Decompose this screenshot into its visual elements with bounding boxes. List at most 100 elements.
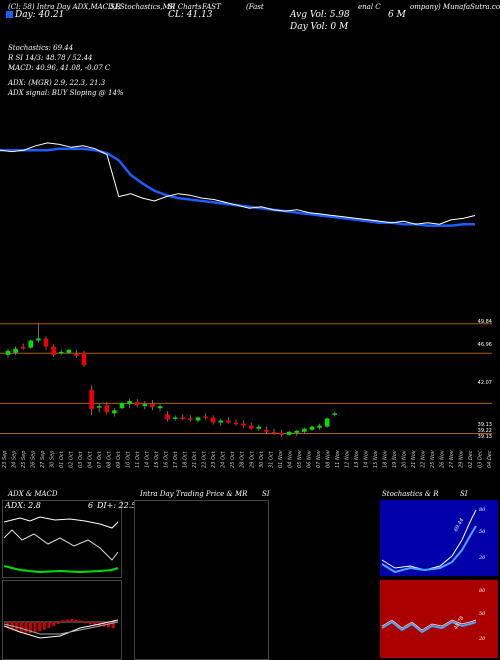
header-right2: enal C [358,3,381,11]
candle-body [286,431,292,435]
rsi-signal-line [381,619,477,631]
date-label: 30 Oct [259,450,265,468]
macd-histogram-bar [61,620,65,622]
date-label: 15 Nov [373,449,379,468]
date-label: 29 Nov [459,449,465,468]
adx-panel-value: ADX: 2.8 [5,501,41,510]
adx-di-plus-line [3,516,119,529]
date-label: 04 Dec [487,450,493,468]
candle-body [28,340,34,348]
macd-readout: MACD: 40.96, 41.08, -0.07 C [8,64,111,72]
date-label: 17 Oct [173,450,179,468]
date-label: 14 Nov [363,449,369,468]
candle-body [256,426,262,429]
day-vol: Day Vol: 0 M [290,22,349,32]
stoch-readout: Stochastics: 69.44 [8,44,74,52]
date-label: 25 Oct [230,450,236,468]
candle-body [233,422,239,425]
macd-histogram-bar [19,622,23,633]
price-tick-6: 39.13 [477,434,492,440]
adx-panel-title: ADX & MACD [8,490,58,498]
candle-body [188,418,193,420]
candle-body [165,414,170,420]
date-label: 01 Oct [59,450,65,468]
macd-histogram-bar [24,622,28,633]
adx-di-minus-line [3,529,119,561]
macd-histogram-bar [33,622,37,633]
candle-body [36,338,41,341]
macd-histogram-bar [84,622,88,624]
macd-histogram-bar [38,622,42,632]
candle-body [264,429,269,432]
candle-body [203,416,208,418]
macd-histogram-bar [75,619,78,622]
date-label: 22 Nov [420,449,426,468]
macd-histogram-bar [102,622,106,627]
candle-body [13,348,18,353]
macd-histogram-bar [29,622,32,633]
candle-body [332,413,338,415]
date-label: 04 Oct [88,450,94,468]
header-line1-left: (Cl: 58) Intra Day ADX,MACD,R [8,3,121,11]
price-tick-3: 42.07 [477,380,492,386]
header-line1-mid: SI,Stochastics,MR [110,3,176,11]
candle-body [43,338,49,347]
stoch-tick-50: 50 [479,529,486,535]
candle-body [58,351,64,354]
rsi-tick-20: 20 [479,636,486,642]
stoch-d-line [381,525,477,574]
stoch-k-line [381,509,477,571]
date-label: 18 Oct [183,450,189,468]
candle-body [89,389,94,410]
candle-body [96,406,102,408]
stoch-panel [380,500,498,576]
candle-body [195,417,201,421]
date-label: 03 Dec [478,450,484,468]
macd-histogram-bar [42,622,46,630]
candle-body [302,428,307,432]
date-label: 11 Nov [335,449,341,468]
date-label: 21 Oct [192,450,198,468]
stoch-tick-20: 20 [479,555,486,561]
adx-panel-value3: DI+: 22.5 [97,501,137,510]
date-label: 25 Sep [21,451,27,468]
macd-histogram-bar [10,622,14,629]
macd-histogram-bar [52,622,55,626]
macd-histogram-bar [56,622,60,624]
date-label: 23 Sep [2,451,8,468]
macd-histogram-bar [70,619,74,622]
date-label: 01 Nov [278,449,284,468]
date-label: 25 Nov [430,449,436,468]
macd-histogram-bar [15,622,19,631]
candle-body [324,418,330,427]
date-label: 07 Nov [316,449,322,468]
intra-panel-title: Intra Day Trading Price & MR [140,490,248,498]
macd-histogram-bar [65,619,69,622]
candle-body [5,350,11,355]
candle-body [271,431,277,434]
header-right3: ompany) MunafaSutra.com [410,3,500,11]
date-label: 27 Nov [449,449,455,468]
price-line [0,142,476,225]
date-label: 19 Nov [392,449,398,468]
date-label: 10 Oct [126,450,132,468]
candle-body [134,402,140,406]
date-label: 12 Nov [344,449,350,468]
avg-vol: Avg Vol: 5.98 [290,10,350,20]
candle-body [241,423,246,426]
macd-histogram-bar [93,622,97,625]
price-tick-4: 39.13 [477,422,492,428]
date-label: 29 Oct [249,450,255,468]
date-label: 22 Oct [202,450,208,468]
header-right1: (Fast [246,3,264,11]
date-label: 23 Oct [211,450,217,468]
adx-line [3,565,119,574]
candle-body [279,432,284,435]
candle-body [81,352,87,366]
stoch-panel-title2: SI [460,490,468,498]
date-label: 11 Oct [135,450,141,468]
date-label: 15 Oct [154,450,160,468]
date-label: 26 Nov [440,449,446,468]
rsi-tick-80: 80 [479,588,486,594]
candle-body [104,405,110,413]
